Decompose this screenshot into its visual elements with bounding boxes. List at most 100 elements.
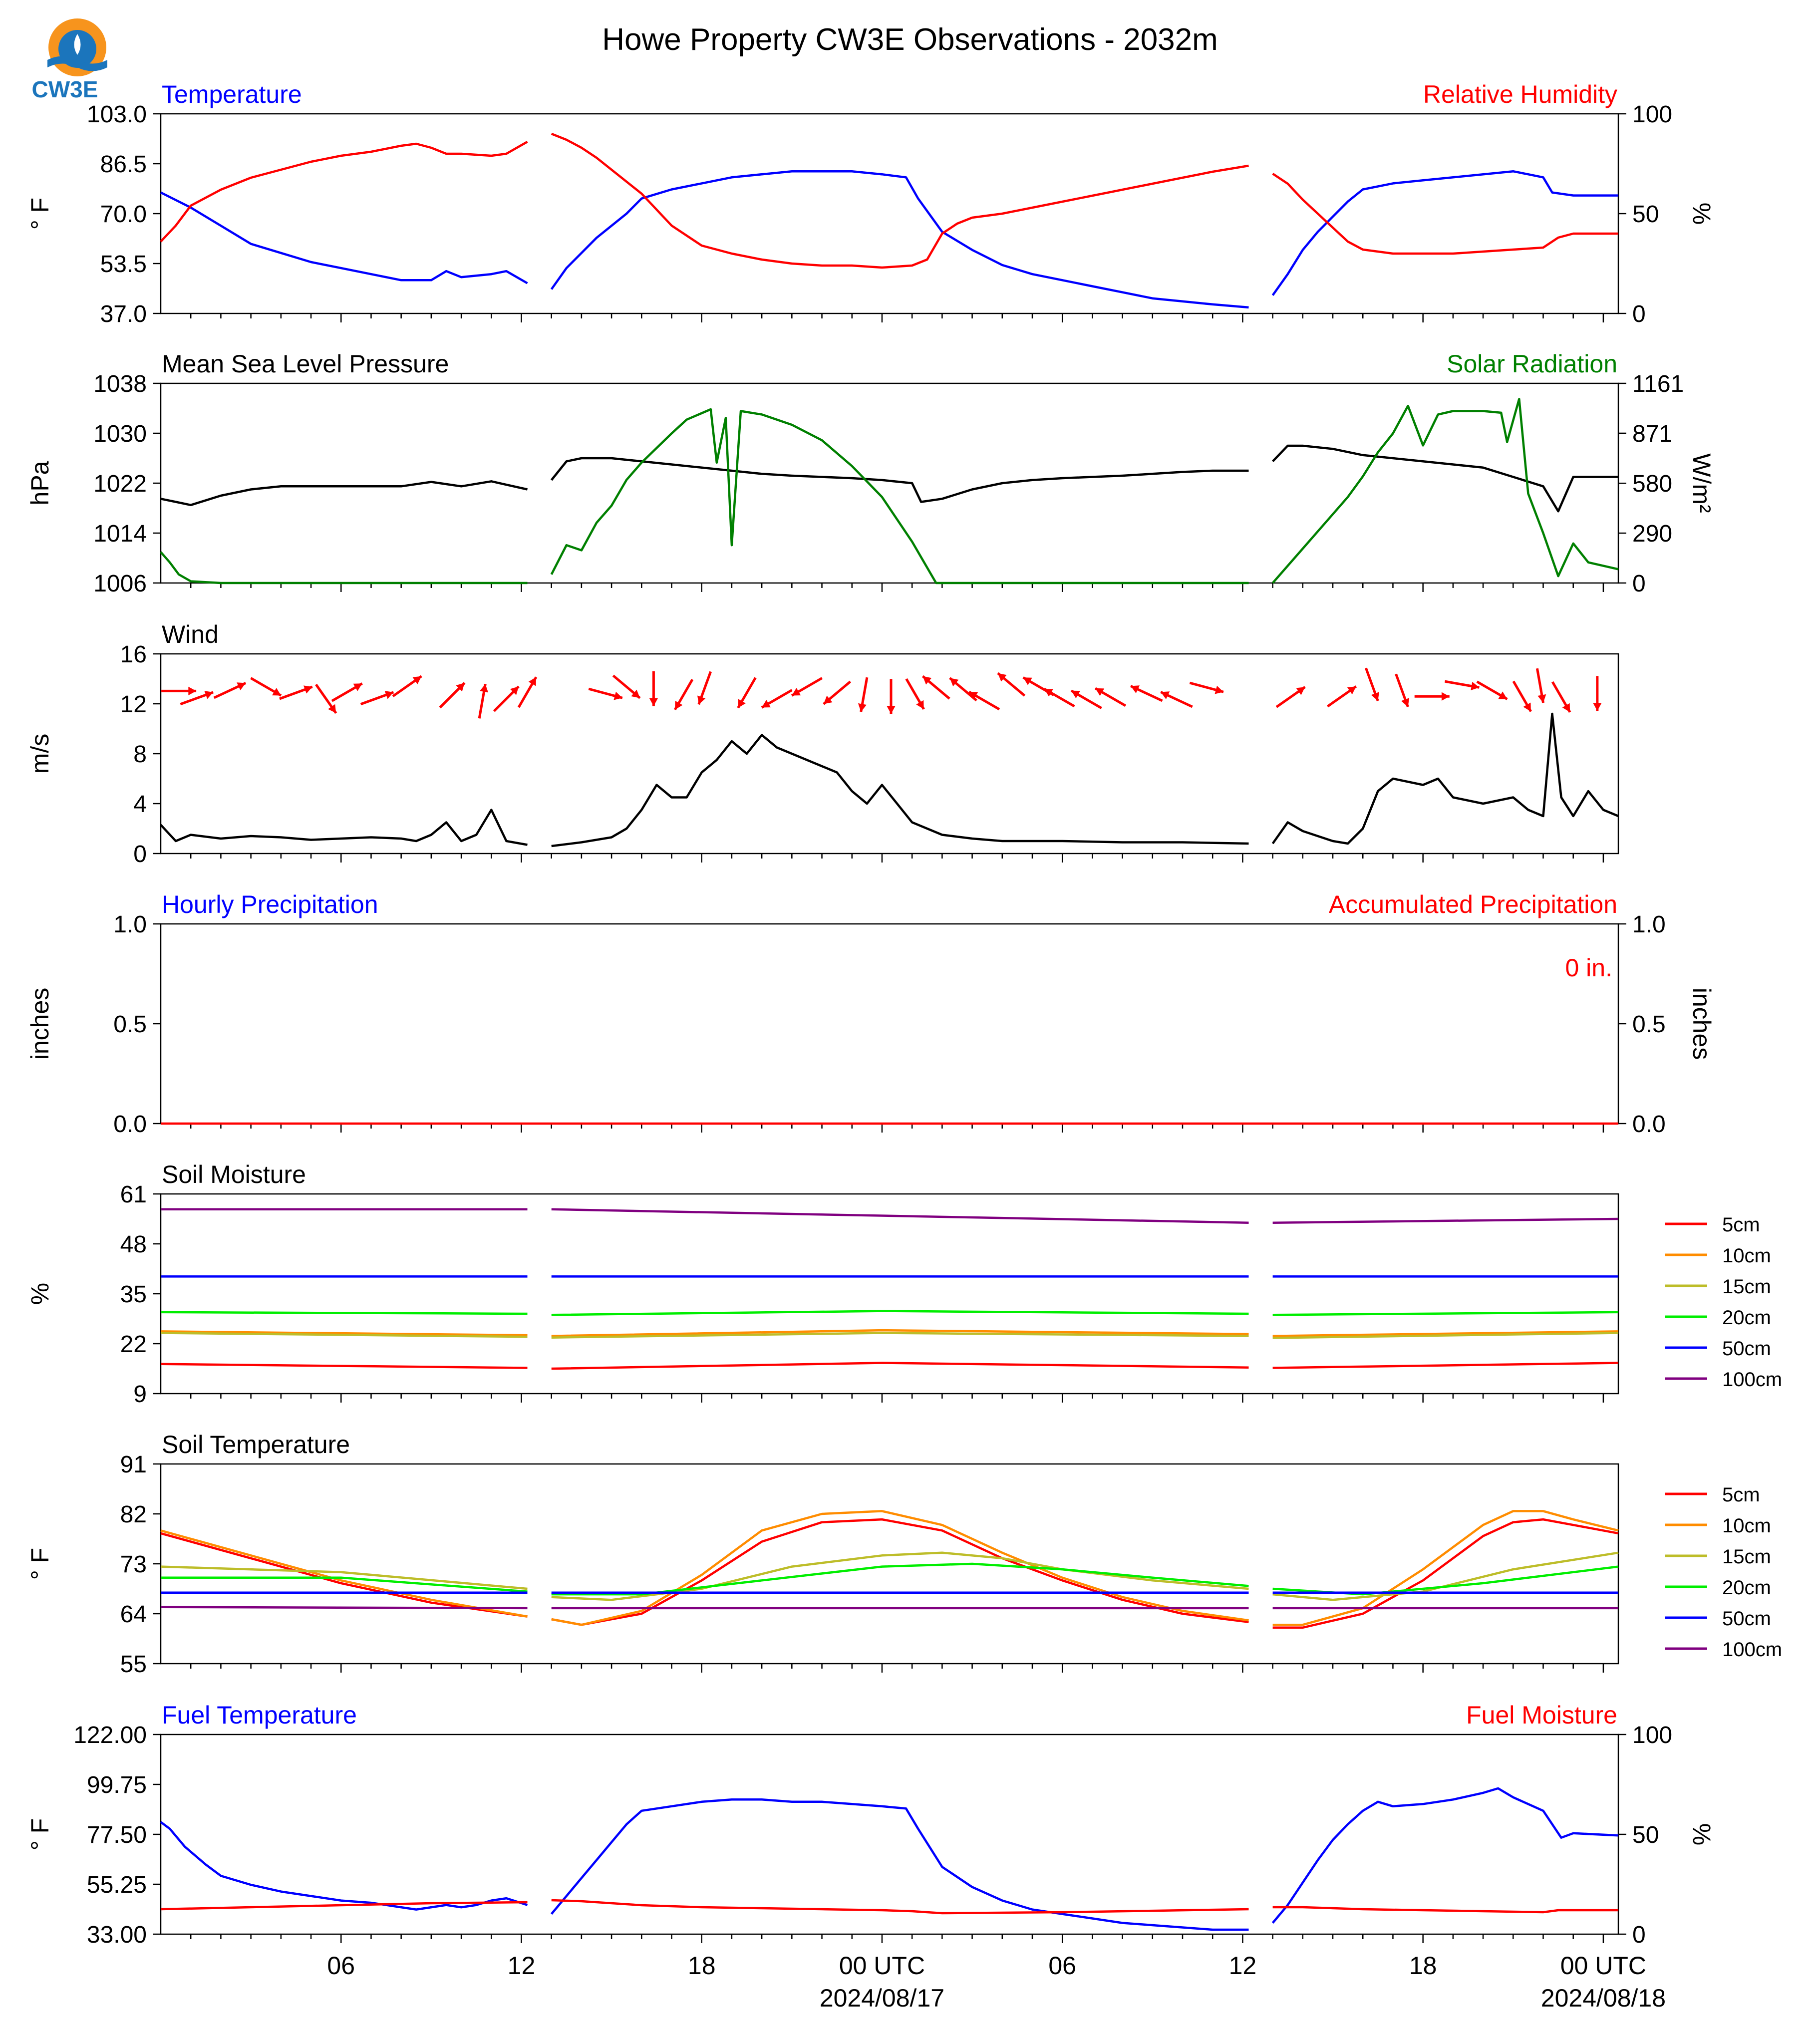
y-left-tick-label: 1030 (93, 421, 147, 447)
series-black-line (551, 734, 1249, 848)
wind-direction-arrow (921, 675, 950, 700)
cw3e-logo: CW3E (32, 18, 107, 102)
wind-arrow-head (1347, 686, 1356, 695)
y-left-tick-label: 1006 (93, 571, 147, 597)
wind-direction-arrow (649, 671, 658, 706)
y-left-tick-label: 77.50 (87, 1822, 147, 1848)
y-right-tick-label: 0 (1632, 571, 1646, 597)
chart-panels: 103.0 86.5 70.0 53.5 37.0 100 50 0 Temperature Re… (26, 80, 1782, 2012)
series-15cm-line (551, 1332, 1249, 1339)
legend-label-20cm: 20cm (1722, 1577, 1771, 1599)
wind-direction-arrow (612, 674, 641, 699)
wind-arrow-head (675, 700, 683, 710)
series-5cm-line (160, 1363, 528, 1369)
series-red-line (551, 1899, 1249, 1915)
panel-title-left: Fuel Temperature (162, 1701, 357, 1729)
series-15cm-line (160, 1332, 528, 1338)
date-label: 2024/08/17 (820, 1984, 944, 2012)
wind-direction-arrow (1094, 687, 1127, 707)
wind-direction-arrow (392, 675, 422, 697)
wind-arrow-head (858, 703, 867, 712)
wind-direction-arrow (1275, 686, 1306, 708)
plot-frame (160, 113, 1619, 314)
time-tick-label: 18 (1409, 1952, 1437, 1980)
wind-direction-arrow (331, 682, 363, 702)
legend-label-5cm: 5cm (1722, 1214, 1760, 1236)
series-100cm-line (1272, 1217, 1619, 1224)
series-20cm-line (160, 1311, 528, 1315)
y-right-axis-label: % (1688, 1823, 1716, 1845)
wind-direction-arrow (1476, 680, 1508, 700)
series-15cm-line (551, 1551, 1249, 1601)
y-left-tick-label: 103.0 (87, 101, 147, 128)
y-left-tick-label: 0.0 (113, 1111, 147, 1138)
y-left-tick-label: 8 (133, 741, 147, 768)
wind-arrow-head (922, 676, 932, 685)
y-left-tick-label: 99.75 (87, 1772, 147, 1798)
legend-label-15cm: 15cm (1722, 1276, 1771, 1298)
wind-direction-arrow (493, 685, 520, 712)
y-left-tick-label: 9 (133, 1381, 147, 1408)
page-title: Howe Property CW3E Observations - 2032m (602, 22, 1218, 57)
series-5cm-line (1272, 1362, 1619, 1369)
wind-direction-arrow (761, 689, 793, 709)
series-red-line (160, 1901, 528, 1911)
time-tick-label: 06 (1048, 1952, 1076, 1980)
wind-direction-arrow (161, 686, 197, 696)
series-10cm-line (1272, 1510, 1619, 1626)
wind-arrow-head (480, 684, 489, 693)
y-left-tick-label: 22 (120, 1331, 147, 1358)
y-left-tick-label: 16 (120, 641, 147, 668)
wind-direction-arrow (673, 679, 694, 711)
wind-arrow-head (412, 676, 422, 684)
series-red-line (1272, 173, 1618, 255)
time-tick-label: 12 (1229, 1952, 1257, 1980)
y-right-tick-label: 1161 (1632, 371, 1684, 397)
y-left-tick-label: 70.0 (100, 201, 147, 228)
wind-direction-arrow (1551, 681, 1571, 713)
wind-arrow-head (1095, 688, 1105, 696)
wind-arrow-head (303, 685, 312, 694)
y-left-tick-label: 0.5 (113, 1011, 147, 1038)
legend-label-5cm: 5cm (1722, 1484, 1760, 1506)
time-tick-label: 00 UTC (1560, 1952, 1646, 1980)
y-left-tick-label: 122.00 (73, 1722, 147, 1748)
wind-arrow-head (188, 686, 197, 696)
panel-precipitation: 1.0 0.5 0.0 1.0 0.5 0.0 Hourly Precipitation Ac… (26, 890, 1716, 1138)
wind-arrow-head (761, 700, 771, 708)
wind-arrow-head (1044, 689, 1053, 697)
wind-direction-arrow (1160, 691, 1193, 708)
series-blue-line (550, 1798, 1249, 1931)
y-left-tick-label: 64 (120, 1601, 147, 1628)
y-right-tick-label: 580 (1632, 471, 1672, 497)
wind-arrow-head (697, 695, 706, 705)
panel-title-left: Temperature (162, 80, 302, 108)
wind-arrow-head (1371, 692, 1379, 701)
wind-direction-arrow (279, 685, 313, 700)
y-right-axis-label: % (1688, 203, 1716, 225)
wind-direction-arrow (180, 691, 214, 706)
y-right-tick-label: 100 (1632, 101, 1672, 128)
y-left-tick-label: 1014 (93, 521, 147, 547)
wind-direction-arrow (213, 682, 247, 699)
panel-title-right: Solar Radiation (1447, 350, 1617, 378)
wind-arrow-head (1441, 692, 1450, 701)
wind-arrow-head (1023, 677, 1032, 685)
soil-legend: 5cm 10cm 15cm 20cm 50cm 100cm (1665, 1214, 1782, 1391)
y-left-tick-label: 4 (133, 791, 147, 818)
wind-arrow-head (613, 691, 622, 700)
wind-arrow-head (1593, 703, 1602, 711)
y-left-tick-label: 55.25 (87, 1872, 147, 1898)
y-right-tick-label: 0.0 (1632, 1111, 1666, 1138)
series-10cm-line (160, 1529, 528, 1618)
y-left-axis-label: hPa (26, 461, 54, 505)
legend-label-15cm: 15cm (1722, 1546, 1771, 1568)
wind-arrow-head (887, 706, 896, 714)
wind-direction-arrow (1414, 692, 1450, 701)
wind-direction-arrow (997, 672, 1026, 697)
y-left-tick-label: 33.00 (87, 1922, 147, 1948)
time-tick-label: 00 UTC (839, 1952, 925, 1980)
y-right-tick-label: 50 (1632, 1822, 1659, 1848)
y-left-axis-label: % (26, 1283, 54, 1305)
